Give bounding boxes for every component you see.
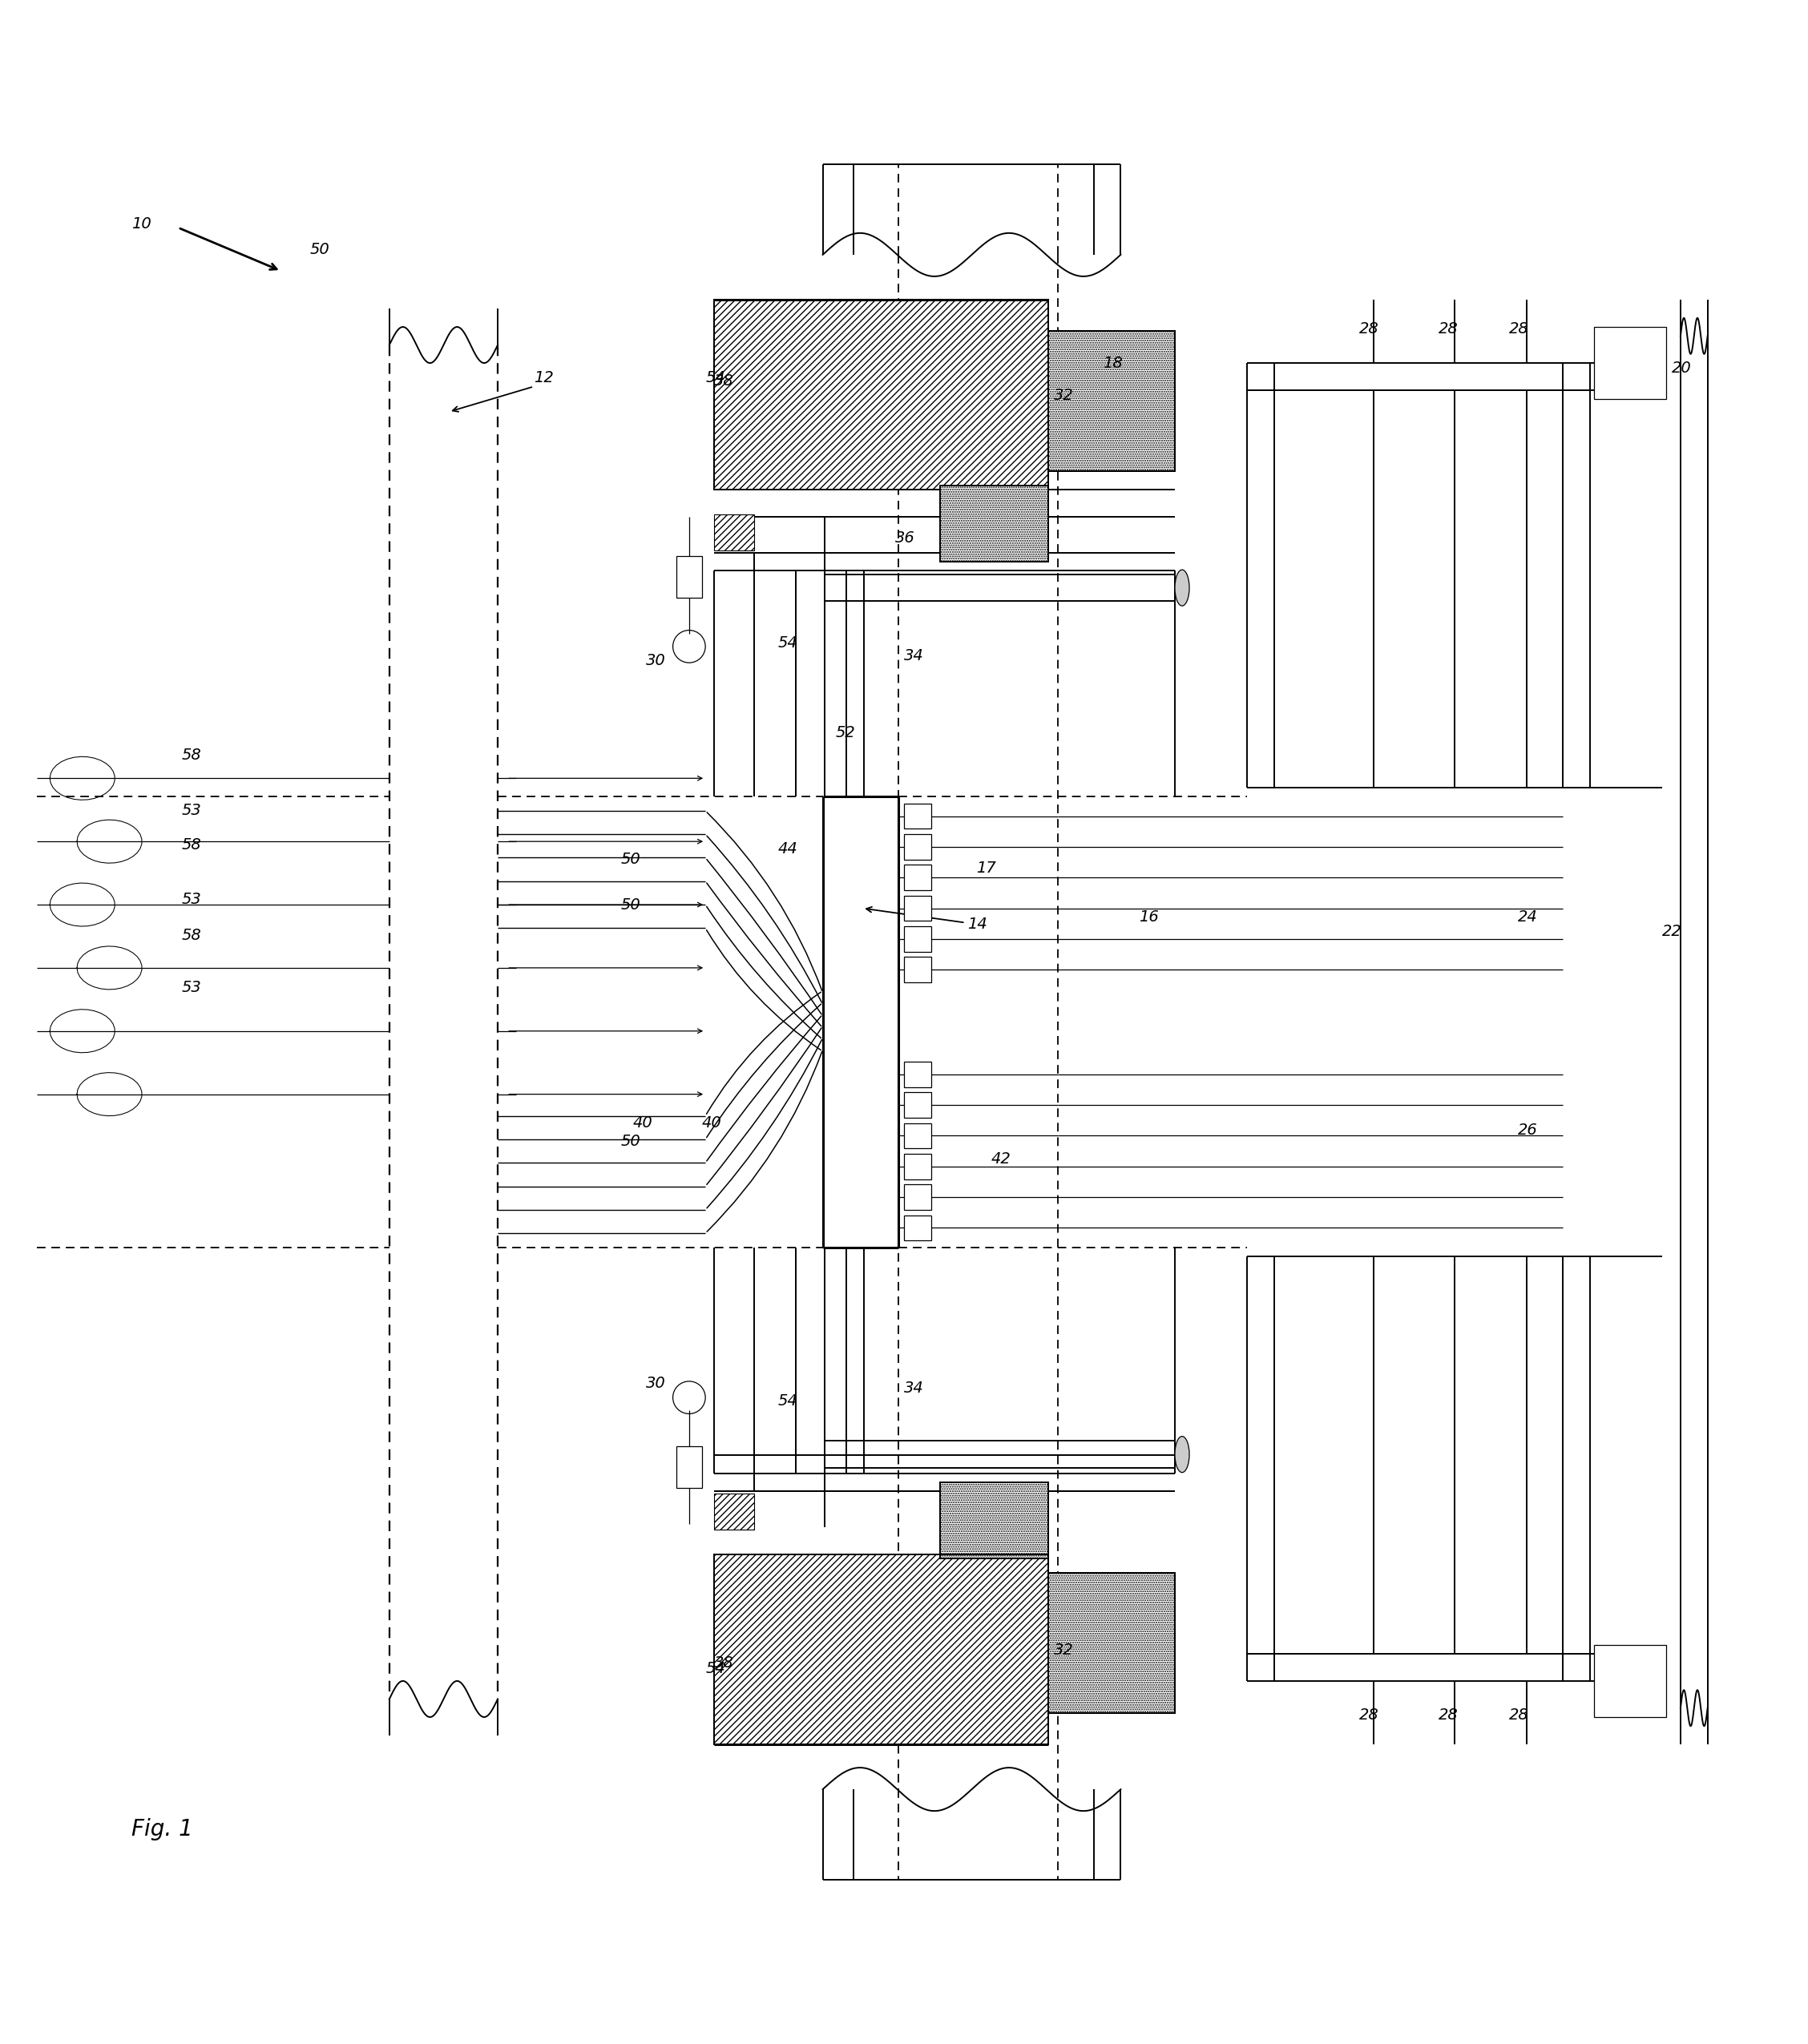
- Text: 50: 50: [620, 852, 640, 867]
- Ellipse shape: [1175, 1437, 1190, 1472]
- Text: 40: 40: [633, 1116, 653, 1130]
- Text: 22: 22: [1662, 924, 1681, 940]
- Bar: [714, 515, 754, 550]
- Text: 58: 58: [181, 838, 201, 852]
- Text: 28: 28: [1439, 321, 1459, 337]
- Bar: [676, 1447, 702, 1488]
- Text: 54: 54: [705, 370, 725, 384]
- Text: 36: 36: [895, 531, 915, 546]
- Text: 10: 10: [132, 217, 150, 231]
- Text: 54: 54: [777, 1394, 797, 1408]
- Text: 53: 53: [181, 891, 201, 908]
- Text: 20: 20: [1671, 362, 1690, 376]
- Text: 32: 32: [1054, 1643, 1074, 1658]
- Text: 38: 38: [714, 1656, 734, 1670]
- Text: 30: 30: [645, 654, 665, 668]
- Text: 34: 34: [904, 648, 924, 662]
- Bar: [940, 486, 1049, 562]
- Text: 28: 28: [1510, 321, 1530, 337]
- Bar: [904, 926, 931, 953]
- Bar: [904, 1153, 931, 1179]
- Bar: [1049, 1572, 1175, 1713]
- Bar: [1595, 1645, 1665, 1717]
- Text: 26: 26: [1519, 1122, 1539, 1139]
- Text: 50: 50: [620, 897, 640, 912]
- Bar: [904, 895, 931, 922]
- Text: 24: 24: [1519, 910, 1539, 924]
- Bar: [714, 1555, 1049, 1744]
- Bar: [714, 1494, 754, 1529]
- Text: 58: 58: [181, 928, 201, 942]
- Text: 12: 12: [533, 370, 553, 384]
- Bar: [714, 300, 1049, 489]
- Text: 40: 40: [702, 1116, 721, 1130]
- Ellipse shape: [1175, 570, 1190, 605]
- Bar: [904, 1061, 931, 1087]
- Bar: [676, 556, 702, 597]
- Text: 42: 42: [991, 1151, 1011, 1167]
- Text: 52: 52: [835, 726, 855, 740]
- Text: 53: 53: [181, 803, 201, 818]
- Bar: [904, 957, 931, 983]
- Text: 50: 50: [309, 241, 329, 258]
- Text: 34: 34: [904, 1382, 924, 1396]
- Text: 16: 16: [1139, 910, 1159, 924]
- Bar: [904, 834, 931, 861]
- Bar: [904, 803, 931, 828]
- Bar: [940, 1482, 1049, 1558]
- Text: 18: 18: [1103, 356, 1123, 370]
- Text: 28: 28: [1360, 321, 1380, 337]
- Text: 58: 58: [181, 748, 201, 762]
- Bar: [1049, 331, 1175, 472]
- Bar: [904, 1091, 931, 1118]
- Text: 28: 28: [1510, 1707, 1530, 1723]
- Bar: [1595, 327, 1665, 399]
- Text: 28: 28: [1360, 1707, 1380, 1723]
- Text: 30: 30: [645, 1376, 665, 1390]
- Bar: [904, 1183, 931, 1210]
- Bar: [904, 1216, 931, 1241]
- Text: 50: 50: [620, 1134, 640, 1149]
- Text: 32: 32: [1054, 388, 1074, 403]
- Text: 54: 54: [705, 1660, 725, 1676]
- Text: 53: 53: [181, 979, 201, 995]
- Text: 17: 17: [976, 861, 996, 877]
- Bar: [904, 865, 931, 891]
- Text: 38: 38: [714, 374, 734, 388]
- Text: 28: 28: [1439, 1707, 1459, 1723]
- Text: Fig. 1: Fig. 1: [132, 1817, 193, 1840]
- Text: 14: 14: [967, 918, 987, 932]
- Bar: [904, 1122, 931, 1149]
- Text: 54: 54: [777, 636, 797, 650]
- Text: 44: 44: [777, 840, 797, 856]
